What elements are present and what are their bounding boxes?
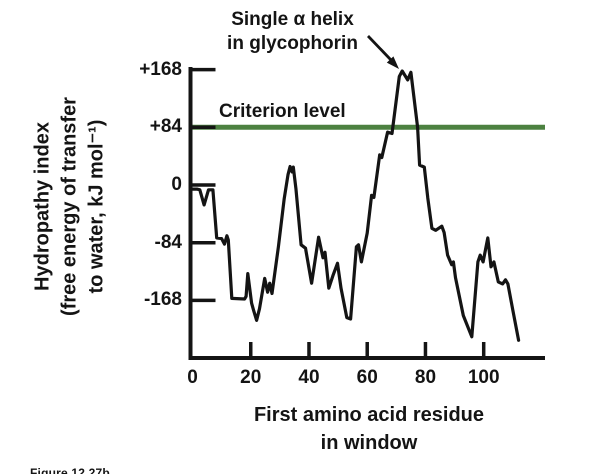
y-axis-title-line-1: Hydropathy index <box>31 122 54 291</box>
x-tick-label-100: 100 <box>467 367 500 388</box>
y-tick-label--168: -168 <box>143 289 182 311</box>
y-axis-title-line-2: (free energy of transfer <box>58 97 81 316</box>
annotation-single-alpha-helix: Single α helix in glycophorin <box>200 8 385 56</box>
figure-caption: Figure 12.27b <box>30 466 110 474</box>
x-tick-label-20: 20 <box>240 367 262 388</box>
hydropathy-curve <box>190 69 521 342</box>
annotation-line-2: in glycophorin <box>227 33 358 54</box>
y-axis-title-line-3: to water, kJ mol⁻¹) <box>85 119 108 294</box>
x-axis-title-line-1: First amino acid residue <box>253 404 485 426</box>
criterion-level-label: Criterion level <box>219 101 346 122</box>
x-tick-label-0: 0 <box>187 367 198 388</box>
y-tick-label--84: -84 <box>154 231 182 253</box>
x-tick-label-80: 80 <box>414 367 437 388</box>
y-axis-title: Hydropathy index (free energy of transfe… <box>30 67 115 347</box>
annotation-arrow-head-icon <box>386 56 399 69</box>
annotation-arrow-shaft <box>366 35 393 61</box>
x-tick-label-40: 40 <box>298 367 320 388</box>
y-tick-label-+168: +168 <box>139 58 182 80</box>
annotation-line-1: Single α helix <box>231 9 354 30</box>
x-tick-label-60: 60 <box>356 367 378 388</box>
y-tick-label-+84: +84 <box>149 116 182 138</box>
x-axis-title: First amino acid residue in window <box>219 401 519 457</box>
x-axis-title-line-2: in window <box>320 432 418 454</box>
y-tick-label-0: 0 <box>171 174 182 195</box>
